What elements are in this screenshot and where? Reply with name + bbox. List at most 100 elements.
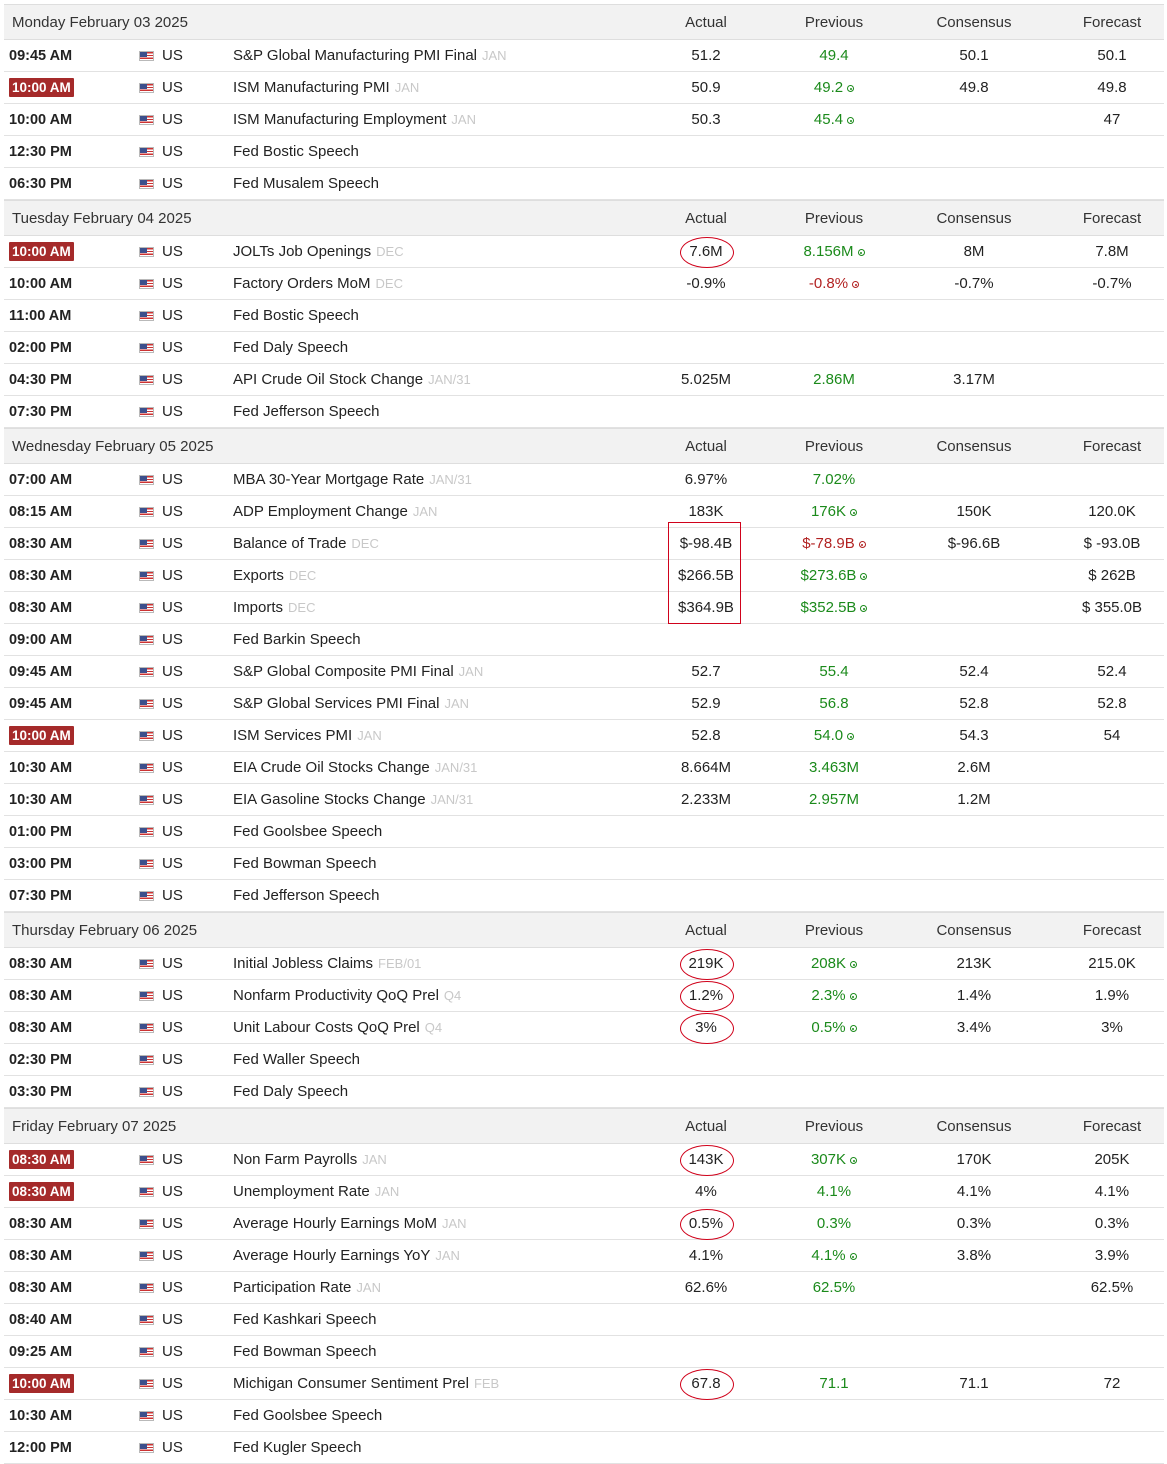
event-name-link[interactable]: Fed Kugler Speech	[233, 1439, 362, 1456]
event-name-link[interactable]: Initial Jobless Claims	[233, 955, 374, 972]
event-row[interactable]: 04:30 PM US API Crude Oil Stock Change JAN/…	[4, 364, 1164, 396]
revised-info-icon[interactable]	[858, 541, 866, 548]
event-name-link[interactable]: Participation Rate	[233, 1279, 352, 1296]
column-header-previous[interactable]: Previous	[804, 1117, 864, 1135]
revised-info-icon[interactable]	[850, 961, 858, 968]
revised-info-icon[interactable]	[847, 733, 855, 740]
event-name-link[interactable]: Fed Bostic Speech	[233, 307, 359, 324]
event-row[interactable]: 07:30 PM US Fed Jefferson Speech	[4, 880, 1164, 912]
column-header-actual[interactable]: Actual	[685, 13, 727, 31]
event-row[interactable]: 07:30 PM US Fed Jefferson Speech	[4, 396, 1164, 428]
revised-info-icon[interactable]	[860, 573, 868, 580]
event-row[interactable]: 08:30 AM US Unemployment Rate JAN 4% 4.1% 4.1%…	[4, 1176, 1164, 1208]
event-name-link[interactable]: Fed Bowman Speech	[233, 855, 377, 872]
event-name-link[interactable]: ISM Services PMI	[233, 727, 353, 744]
event-row[interactable]: 10:00 AM US ISM Services PMI JAN 52.8 54.0 54.…	[4, 720, 1164, 752]
column-header-consensus[interactable]: Consensus	[936, 209, 1012, 227]
event-name-link[interactable]: Fed Daly Speech	[233, 339, 349, 356]
event-name-link[interactable]: Unemployment Rate	[233, 1183, 370, 1200]
event-name-link[interactable]: S&P Global Services PMI Final	[233, 695, 440, 712]
event-name-link[interactable]: Fed Daly Speech	[233, 1083, 349, 1100]
event-row[interactable]: 09:45 AM US S&P Global Composite PMI Final…	[4, 656, 1164, 688]
event-name-link[interactable]: ISM Manufacturing Employment	[233, 111, 447, 128]
revised-info-icon[interactable]	[860, 605, 868, 612]
column-header-consensus[interactable]: Consensus	[936, 1117, 1012, 1135]
event-row[interactable]: 08:30 AM US Nonfarm Productivity QoQ Prel Q…	[4, 980, 1164, 1012]
event-row[interactable]: 03:00 PM US Fed Bowman Speech	[4, 848, 1164, 880]
event-name-link[interactable]: Nonfarm Productivity QoQ Prel	[233, 987, 439, 1004]
event-name-link[interactable]: S&P Global Composite PMI Final	[233, 663, 454, 680]
column-header-consensus[interactable]: Consensus	[936, 921, 1012, 939]
revised-info-icon[interactable]	[849, 993, 857, 1000]
event-row[interactable]: 10:00 AM US ISM Manufacturing PMI JAN 50.9 49…	[4, 72, 1164, 104]
revised-info-icon[interactable]	[847, 117, 855, 124]
column-header-previous[interactable]: Previous	[804, 13, 864, 31]
revised-info-icon[interactable]	[850, 1157, 858, 1164]
event-row[interactable]: 10:30 AM US Fed Goolsbee Speech	[4, 1400, 1164, 1432]
event-row[interactable]: 03:30 PM US Fed Daly Speech	[4, 1076, 1164, 1108]
column-header-forecast[interactable]: Forecast	[1082, 13, 1142, 31]
event-row[interactable]: 10:30 AM US EIA Gasoline Stocks Change JAN/…	[4, 784, 1164, 816]
event-name-link[interactable]: JOLTs Job Openings	[233, 243, 372, 260]
revised-info-icon[interactable]	[852, 281, 860, 288]
event-name-link[interactable]: Factory Orders MoM	[233, 275, 371, 292]
event-row[interactable]: 08:30 AM US Participation Rate JAN 62.6% 62.5…	[4, 1272, 1164, 1304]
event-row[interactable]: 09:45 AM US S&P Global Manufacturing PMI F…	[4, 40, 1164, 72]
revised-info-icon[interactable]	[849, 1025, 857, 1032]
event-name-link[interactable]: Fed Jefferson Speech	[233, 887, 380, 904]
column-header-previous[interactable]: Previous	[804, 921, 864, 939]
event-name-link[interactable]: Fed Barkin Speech	[233, 631, 361, 648]
event-name-link[interactable]: Fed Goolsbee Speech	[233, 823, 383, 840]
event-name-link[interactable]: Fed Waller Speech	[233, 1051, 361, 1068]
event-row[interactable]: 08:15 AM US ADP Employment Change JAN 183K 17…	[4, 496, 1164, 528]
column-header-consensus[interactable]: Consensus	[936, 13, 1012, 31]
column-header-forecast[interactable]: Forecast	[1082, 209, 1142, 227]
event-row[interactable]: 12:30 PM US Fed Bostic Speech	[4, 136, 1164, 168]
revised-info-icon[interactable]	[850, 509, 858, 516]
event-row[interactable]: 10:00 AM US ISM Manufacturing Employment JA…	[4, 104, 1164, 136]
event-name-link[interactable]: ADP Employment Change	[233, 503, 408, 520]
event-name-link[interactable]: EIA Gasoline Stocks Change	[233, 791, 426, 808]
event-name-link[interactable]: Fed Musalem Speech	[233, 175, 379, 192]
event-name-link[interactable]: API Crude Oil Stock Change	[233, 371, 424, 388]
event-name-link[interactable]: Fed Bowman Speech	[233, 1343, 377, 1360]
event-name-link[interactable]: Unit Labour Costs QoQ Prel	[233, 1019, 420, 1036]
event-row[interactable]: 06:30 PM US Fed Musalem Speech	[4, 168, 1164, 200]
event-row[interactable]: 08:30 AM US Exports DEC $266.5B $273.6B $ 262B	[4, 560, 1164, 592]
event-row[interactable]: 10:00 AM US Factory Orders MoM DEC -0.9% -0.8…	[4, 268, 1164, 300]
event-name-link[interactable]: MBA 30-Year Mortgage Rate	[233, 471, 425, 488]
event-row[interactable]: 08:30 AM US Balance of Trade DEC $-98.4B $-78…	[4, 528, 1164, 560]
event-name-link[interactable]: Fed Bostic Speech	[233, 143, 359, 160]
column-header-forecast[interactable]: Forecast	[1082, 1117, 1142, 1135]
event-name-link[interactable]: Fed Jefferson Speech	[233, 403, 380, 420]
column-header-forecast[interactable]: Forecast	[1082, 437, 1142, 455]
event-row[interactable]: 02:30 PM US Fed Waller Speech	[4, 1044, 1164, 1076]
column-header-actual[interactable]: Actual	[685, 209, 727, 227]
event-row[interactable]: 08:30 AM US Average Hourly Earnings YoY JAN…	[4, 1240, 1164, 1272]
event-name-link[interactable]: Average Hourly Earnings YoY	[233, 1247, 431, 1264]
event-row[interactable]: 09:25 AM US Fed Bowman Speech	[4, 1336, 1164, 1368]
event-row[interactable]: 10:00 AM US Michigan Consumer Sentiment Pr…	[4, 1368, 1164, 1400]
event-row[interactable]: 09:00 AM US Fed Barkin Speech	[4, 624, 1164, 656]
event-row[interactable]: 11:00 AM US Fed Bostic Speech	[4, 300, 1164, 332]
event-row[interactable]: 10:30 AM US EIA Crude Oil Stocks Change JAN…	[4, 752, 1164, 784]
column-header-previous[interactable]: Previous	[804, 209, 864, 227]
event-name-link[interactable]: Michigan Consumer Sentiment Prel	[233, 1375, 469, 1392]
event-row[interactable]: 08:30 AM US Average Hourly Earnings MoM JAN…	[4, 1208, 1164, 1240]
event-row[interactable]: 09:45 AM US S&P Global Services PMI Final J…	[4, 688, 1164, 720]
event-name-link[interactable]: Average Hourly Earnings MoM	[233, 1215, 437, 1232]
event-row[interactable]: 08:30 AM US Initial Jobless Claims FEB/01 21…	[4, 948, 1164, 980]
event-row[interactable]: 08:30 AM US Non Farm Payrolls JAN 143K 307K 17…	[4, 1144, 1164, 1176]
event-name-link[interactable]: Fed Goolsbee Speech	[233, 1407, 383, 1424]
event-name-link[interactable]: Fed Kashkari Speech	[233, 1311, 377, 1328]
event-row[interactable]: 07:00 AM US MBA 30-Year Mortgage Rate JAN/3…	[4, 464, 1164, 496]
event-name-link[interactable]: Non Farm Payrolls	[233, 1151, 358, 1168]
column-header-consensus[interactable]: Consensus	[936, 437, 1012, 455]
event-row[interactable]: 10:00 AM US JOLTs Job Openings DEC 7.6M 8.156…	[4, 236, 1164, 268]
revised-info-icon[interactable]	[857, 249, 865, 256]
event-name-link[interactable]: ISM Manufacturing PMI	[233, 79, 390, 96]
column-header-actual[interactable]: Actual	[685, 437, 727, 455]
column-header-forecast[interactable]: Forecast	[1082, 921, 1142, 939]
event-row[interactable]: 12:00 PM US Fed Kugler Speech	[4, 1432, 1164, 1464]
event-row[interactable]: 02:00 PM US Fed Daly Speech	[4, 332, 1164, 364]
